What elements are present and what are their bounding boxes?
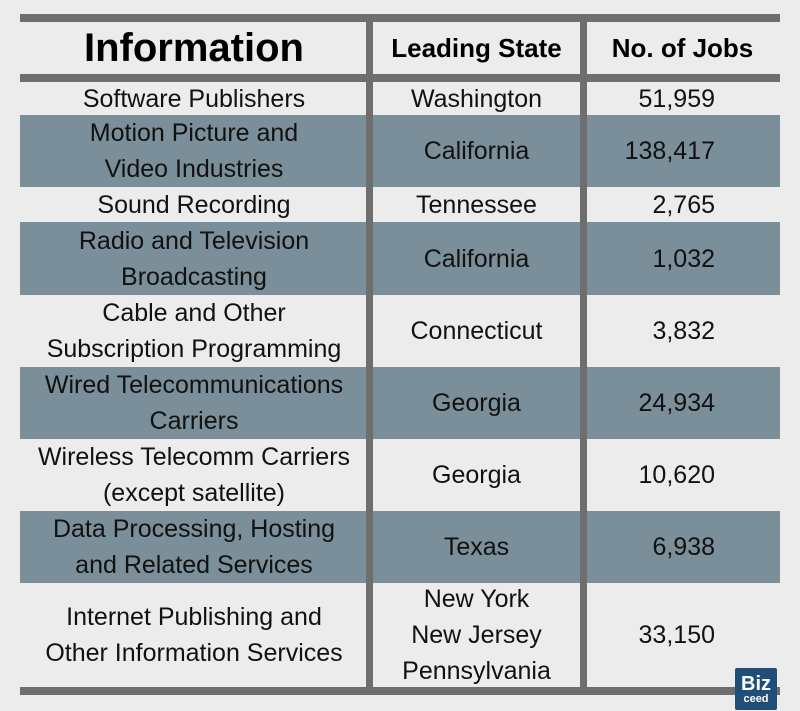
industry-cell: Sound Recording <box>97 190 291 219</box>
logo-text-biz: Biz <box>741 672 771 695</box>
jobs-cell: 33,150 <box>638 621 715 649</box>
jobs-cell: 2,765 <box>652 190 715 219</box>
jobs-cell: 6,938 <box>652 533 715 561</box>
state-cell: Texas <box>443 533 510 561</box>
header-no-of-jobs: No. of Jobs <box>611 32 754 63</box>
industry-cell: Cable and Other Subscription Programming <box>46 299 342 363</box>
column-divider-1 <box>366 14 373 695</box>
state-cell: Washington <box>410 84 543 113</box>
row-shading <box>20 367 780 439</box>
jobs-cell: 51,959 <box>638 84 715 113</box>
header-information: Information <box>84 25 304 70</box>
jobs-cell: 138,417 <box>624 137 715 165</box>
industry-cell: Wireless Telecomm Carriers (except satel… <box>37 443 351 507</box>
header-rule <box>20 74 780 82</box>
state-cell: Tennessee <box>416 190 537 219</box>
state-cell: New York New Jersey Pennsylvania <box>402 585 551 685</box>
jobs-cell: 24,934 <box>638 389 715 417</box>
industry-cell: Radio and Television Broadcasting <box>78 226 310 291</box>
state-cell: Georgia <box>432 389 521 417</box>
jobs-cell: 10,620 <box>638 461 715 489</box>
industry-cell: Motion Picture and Video Industries <box>89 119 299 183</box>
state-cell: California <box>423 244 530 273</box>
logo-text-ceed: ceed <box>743 692 769 705</box>
industry-cell: Wired Telecommunications Carriers <box>44 371 344 435</box>
top-rule <box>20 14 780 22</box>
bottom-rule <box>20 687 780 695</box>
industry-cell: Internet Publishing and Other Informatio… <box>45 603 343 667</box>
column-divider-2 <box>580 14 587 695</box>
industry-cell: Software Publishers <box>82 84 306 113</box>
row-shading <box>20 222 780 295</box>
header-leading-state: Leading State <box>391 32 562 63</box>
state-cell: Connecticut <box>410 317 543 345</box>
row-shading <box>20 511 780 583</box>
state-cell: California <box>423 137 530 165</box>
row-shading <box>20 115 780 187</box>
state-cell: Georgia <box>432 461 521 489</box>
industry-cell: Data Processing, Hosting and Related Ser… <box>52 515 336 579</box>
jobs-cell: 1,032 <box>652 244 715 273</box>
bizceed-logo: Biz ceed <box>735 668 777 710</box>
jobs-cell: 3,832 <box>652 317 715 345</box>
